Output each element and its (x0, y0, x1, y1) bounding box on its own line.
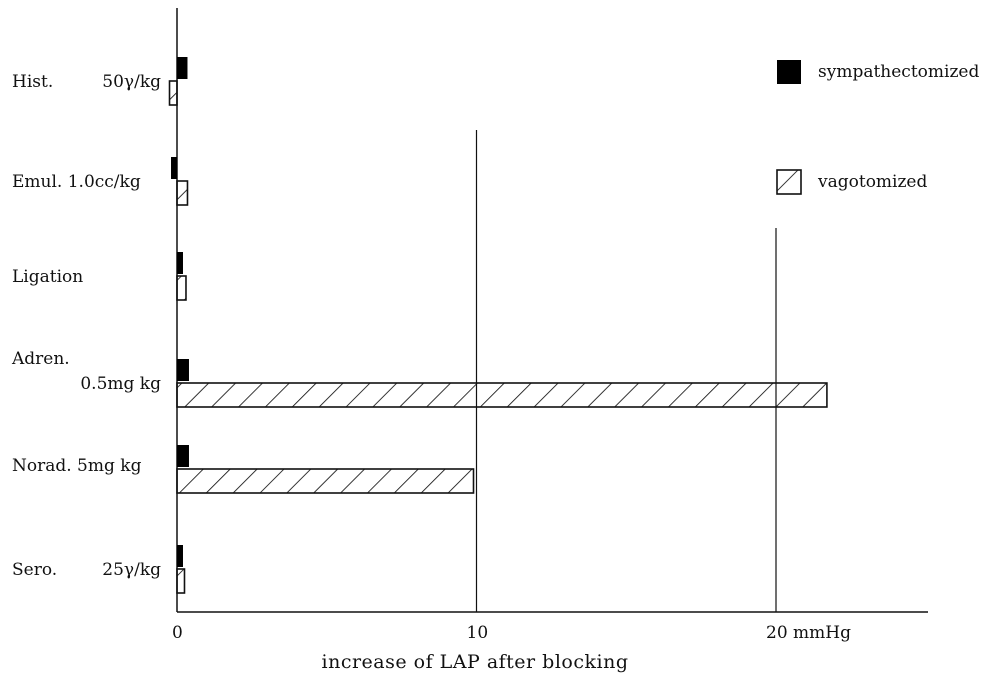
bars (168, 57, 828, 594)
category-labels: Hist. 50γ/kg Emul. 1.0cc/kg Ligation Adren. 0… (11, 72, 161, 580)
category-label: 25γ/kg (102, 560, 161, 580)
bar-vagotomized (176, 382, 828, 408)
x-tick-label: 20 mmHg (766, 623, 851, 643)
gridlines (475, 130, 777, 612)
legend-label-sympathectomized: sympathectomized (818, 62, 979, 82)
legend-swatch-sympathectomized (777, 60, 801, 84)
bar-vagotomized (176, 568, 186, 594)
category-label: Hist. (12, 72, 53, 92)
category-label: 50γ/kg (102, 72, 161, 92)
category-label: Adren. (11, 349, 70, 369)
category-label: Emul. 1.0cc/kg (12, 172, 141, 192)
x-tick-label: 10 (467, 623, 489, 643)
bar-vagotomized (176, 468, 475, 494)
bar-sympathectomized (177, 359, 189, 381)
x-tick-label: 0 (172, 623, 183, 643)
legend-label-vagotomized: vagotomized (817, 172, 927, 192)
x-tick-labels: 0 10 20 mmHg (172, 623, 851, 643)
x-axis-label: increase of LAP after blocking (322, 651, 629, 673)
category-label: Ligation (12, 267, 83, 287)
bar-vagotomized (176, 275, 187, 301)
bar-sympathectomized (177, 445, 189, 467)
category-label: 0.5mg kg (80, 374, 161, 394)
bar-sympathectomized (177, 545, 183, 567)
legend: sympathectomized vagotomized (776, 60, 979, 195)
bar-vagotomized (168, 80, 178, 106)
bar-sympathectomized (177, 57, 188, 79)
bar-sympathectomized (171, 157, 177, 179)
axes (176, 8, 928, 613)
bar-vagotomized (176, 180, 189, 206)
bar-sympathectomized (177, 252, 183, 274)
category-label: Norad. 5mg kg (12, 456, 142, 476)
category-label: Sero. (12, 560, 57, 580)
legend-swatch-vagotomized (776, 169, 802, 195)
